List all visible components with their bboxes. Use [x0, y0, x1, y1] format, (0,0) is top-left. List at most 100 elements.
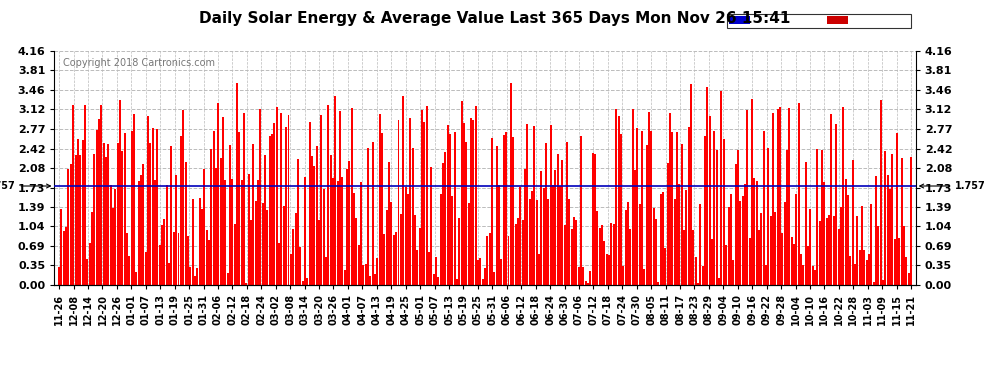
Bar [126, 233, 128, 285]
Bar [803, 265, 805, 285]
Bar [419, 228, 421, 285]
Bar [906, 257, 908, 285]
Bar [760, 213, 762, 285]
Bar [704, 136, 706, 285]
Bar [814, 270, 816, 285]
Bar [175, 175, 177, 285]
Bar [140, 176, 142, 285]
Bar [278, 243, 280, 285]
Bar [743, 184, 745, 285]
Bar [58, 267, 60, 285]
Bar [561, 160, 563, 285]
Bar [505, 132, 507, 285]
Bar [702, 266, 704, 285]
Bar [388, 162, 390, 285]
Bar [730, 194, 732, 285]
Bar [119, 100, 121, 285]
Bar [201, 210, 203, 285]
Bar [844, 178, 846, 285]
Bar [798, 103, 800, 285]
Bar [318, 220, 320, 285]
Bar [755, 181, 757, 285]
Bar [357, 245, 359, 285]
Bar [826, 218, 828, 285]
Bar [189, 267, 191, 285]
Bar [793, 244, 795, 285]
Bar [541, 171, 543, 285]
Bar [805, 162, 807, 285]
Bar [431, 167, 433, 285]
Bar [194, 276, 196, 285]
Bar [428, 252, 430, 285]
Bar [772, 113, 774, 285]
Bar [786, 150, 788, 285]
Bar [77, 140, 79, 285]
Bar [676, 132, 678, 285]
Bar [800, 254, 802, 285]
Bar [861, 206, 863, 285]
Bar [856, 216, 858, 285]
Text: 1.757: 1.757 [0, 181, 50, 191]
Bar [472, 120, 474, 285]
Bar [372, 142, 374, 285]
Bar [819, 221, 821, 285]
Bar [477, 261, 479, 285]
Bar [290, 254, 292, 285]
Bar [486, 236, 488, 285]
Bar [112, 208, 114, 285]
Bar [234, 224, 236, 285]
Bar [309, 122, 311, 285]
Bar [470, 118, 472, 285]
Bar [136, 273, 138, 285]
Bar [215, 168, 217, 285]
Bar [608, 255, 610, 285]
Bar [299, 246, 301, 285]
Bar [753, 178, 755, 285]
Bar [261, 203, 263, 285]
Bar [838, 229, 840, 285]
Bar [840, 207, 842, 285]
Bar [206, 230, 208, 285]
Bar [182, 110, 184, 285]
Bar [98, 120, 100, 285]
Bar [767, 148, 769, 285]
Bar [604, 241, 606, 285]
Bar [227, 273, 229, 285]
Bar [554, 170, 556, 285]
Bar [498, 184, 500, 285]
Bar [62, 231, 64, 285]
Bar [627, 202, 629, 285]
Bar [158, 245, 160, 285]
Bar [769, 216, 771, 285]
Bar [536, 201, 538, 285]
Bar [625, 210, 627, 285]
Bar [673, 199, 675, 285]
Bar [332, 177, 334, 285]
Bar [110, 185, 112, 285]
Bar [824, 182, 826, 285]
Bar [877, 226, 879, 285]
Bar [67, 169, 69, 285]
Bar [592, 153, 594, 285]
Bar [863, 249, 865, 285]
Bar [666, 163, 668, 285]
Bar [544, 143, 546, 285]
Bar [573, 217, 575, 285]
Bar [297, 159, 299, 285]
Bar [323, 189, 325, 285]
Bar [589, 271, 591, 285]
Bar [746, 110, 748, 285]
Bar [552, 184, 554, 285]
Bar [718, 278, 720, 285]
Bar [220, 158, 222, 285]
Bar [114, 189, 116, 285]
Bar [241, 180, 243, 285]
Bar [376, 258, 378, 285]
Bar [273, 123, 275, 285]
Bar [458, 218, 460, 285]
Bar [901, 158, 903, 285]
Bar [187, 236, 189, 285]
Bar [409, 118, 411, 285]
Bar [475, 106, 477, 285]
Bar [594, 154, 596, 285]
